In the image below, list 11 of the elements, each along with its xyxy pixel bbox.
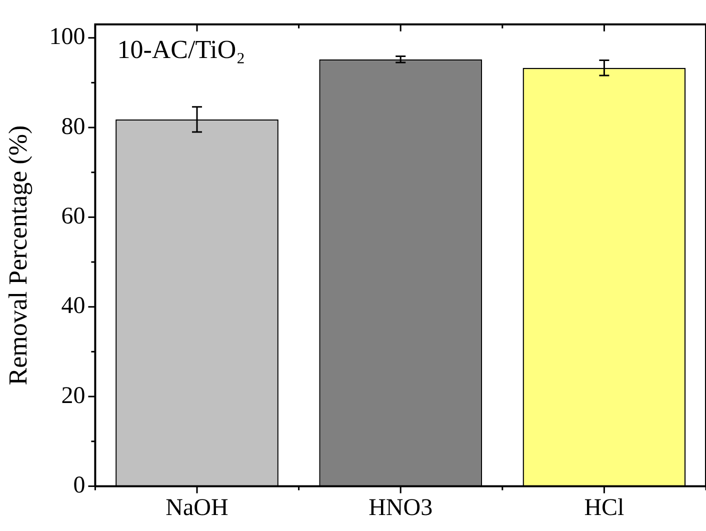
y-tick-label: 100 <box>49 24 86 50</box>
x-tick-label: HNO3 <box>368 494 433 521</box>
y-axis-title: Removal Percentage (%) <box>3 125 32 386</box>
x-tick-label: HCl <box>584 494 625 521</box>
y-tick-label: 40 <box>61 293 86 320</box>
y-tick-label: 20 <box>61 382 86 409</box>
y-tick-label: 60 <box>61 203 86 230</box>
x-tick-label: NaOH <box>166 494 228 521</box>
y-tick-label: 0 <box>73 472 86 498</box>
annotation: 10-AC/TiO₂ <box>117 35 246 64</box>
y-tick-label: 80 <box>61 114 86 140</box>
